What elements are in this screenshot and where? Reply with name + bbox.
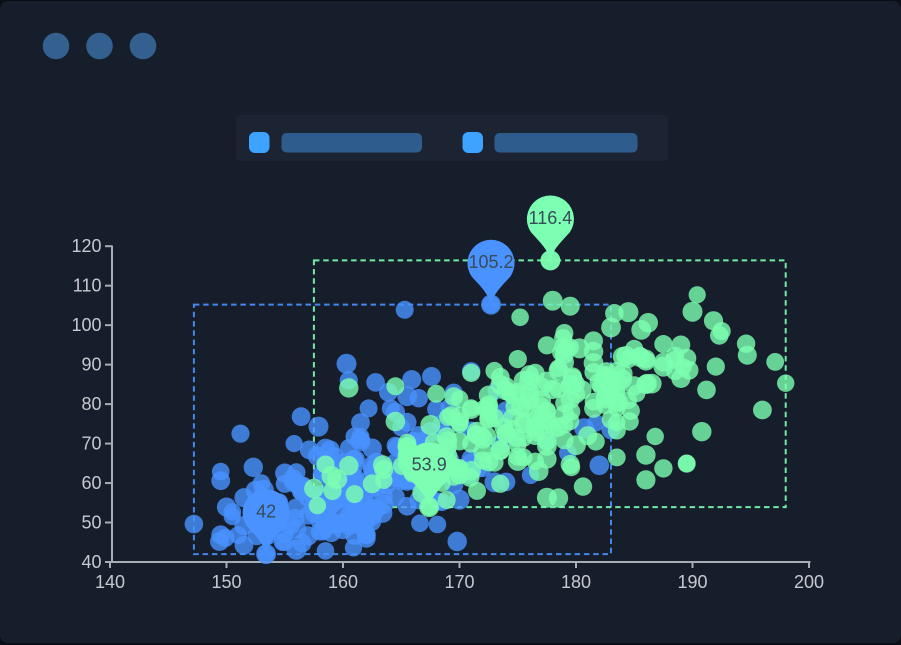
svg-text:180: 180 — [561, 572, 591, 592]
svg-text:110: 110 — [73, 276, 102, 296]
svg-text:42: 42 — [256, 502, 276, 522]
svg-text:40: 40 — [81, 552, 101, 572]
svg-text:140: 140 — [95, 572, 125, 592]
svg-text:90: 90 — [81, 355, 101, 375]
svg-text:160: 160 — [328, 572, 358, 592]
svg-text:80: 80 — [81, 394, 101, 414]
svg-text:150: 150 — [211, 572, 241, 592]
svg-text:190: 190 — [677, 572, 707, 592]
svg-text:200: 200 — [794, 572, 824, 592]
svg-text:70: 70 — [81, 434, 101, 454]
svg-text:53.9: 53.9 — [412, 455, 447, 475]
svg-text:170: 170 — [444, 572, 474, 592]
svg-text:50: 50 — [81, 513, 101, 533]
svg-text:60: 60 — [81, 473, 101, 493]
svg-text:105.2: 105.2 — [468, 252, 513, 272]
svg-text:116.4: 116.4 — [529, 208, 573, 228]
svg-text:120: 120 — [71, 236, 101, 256]
svg-text:100: 100 — [71, 315, 101, 335]
